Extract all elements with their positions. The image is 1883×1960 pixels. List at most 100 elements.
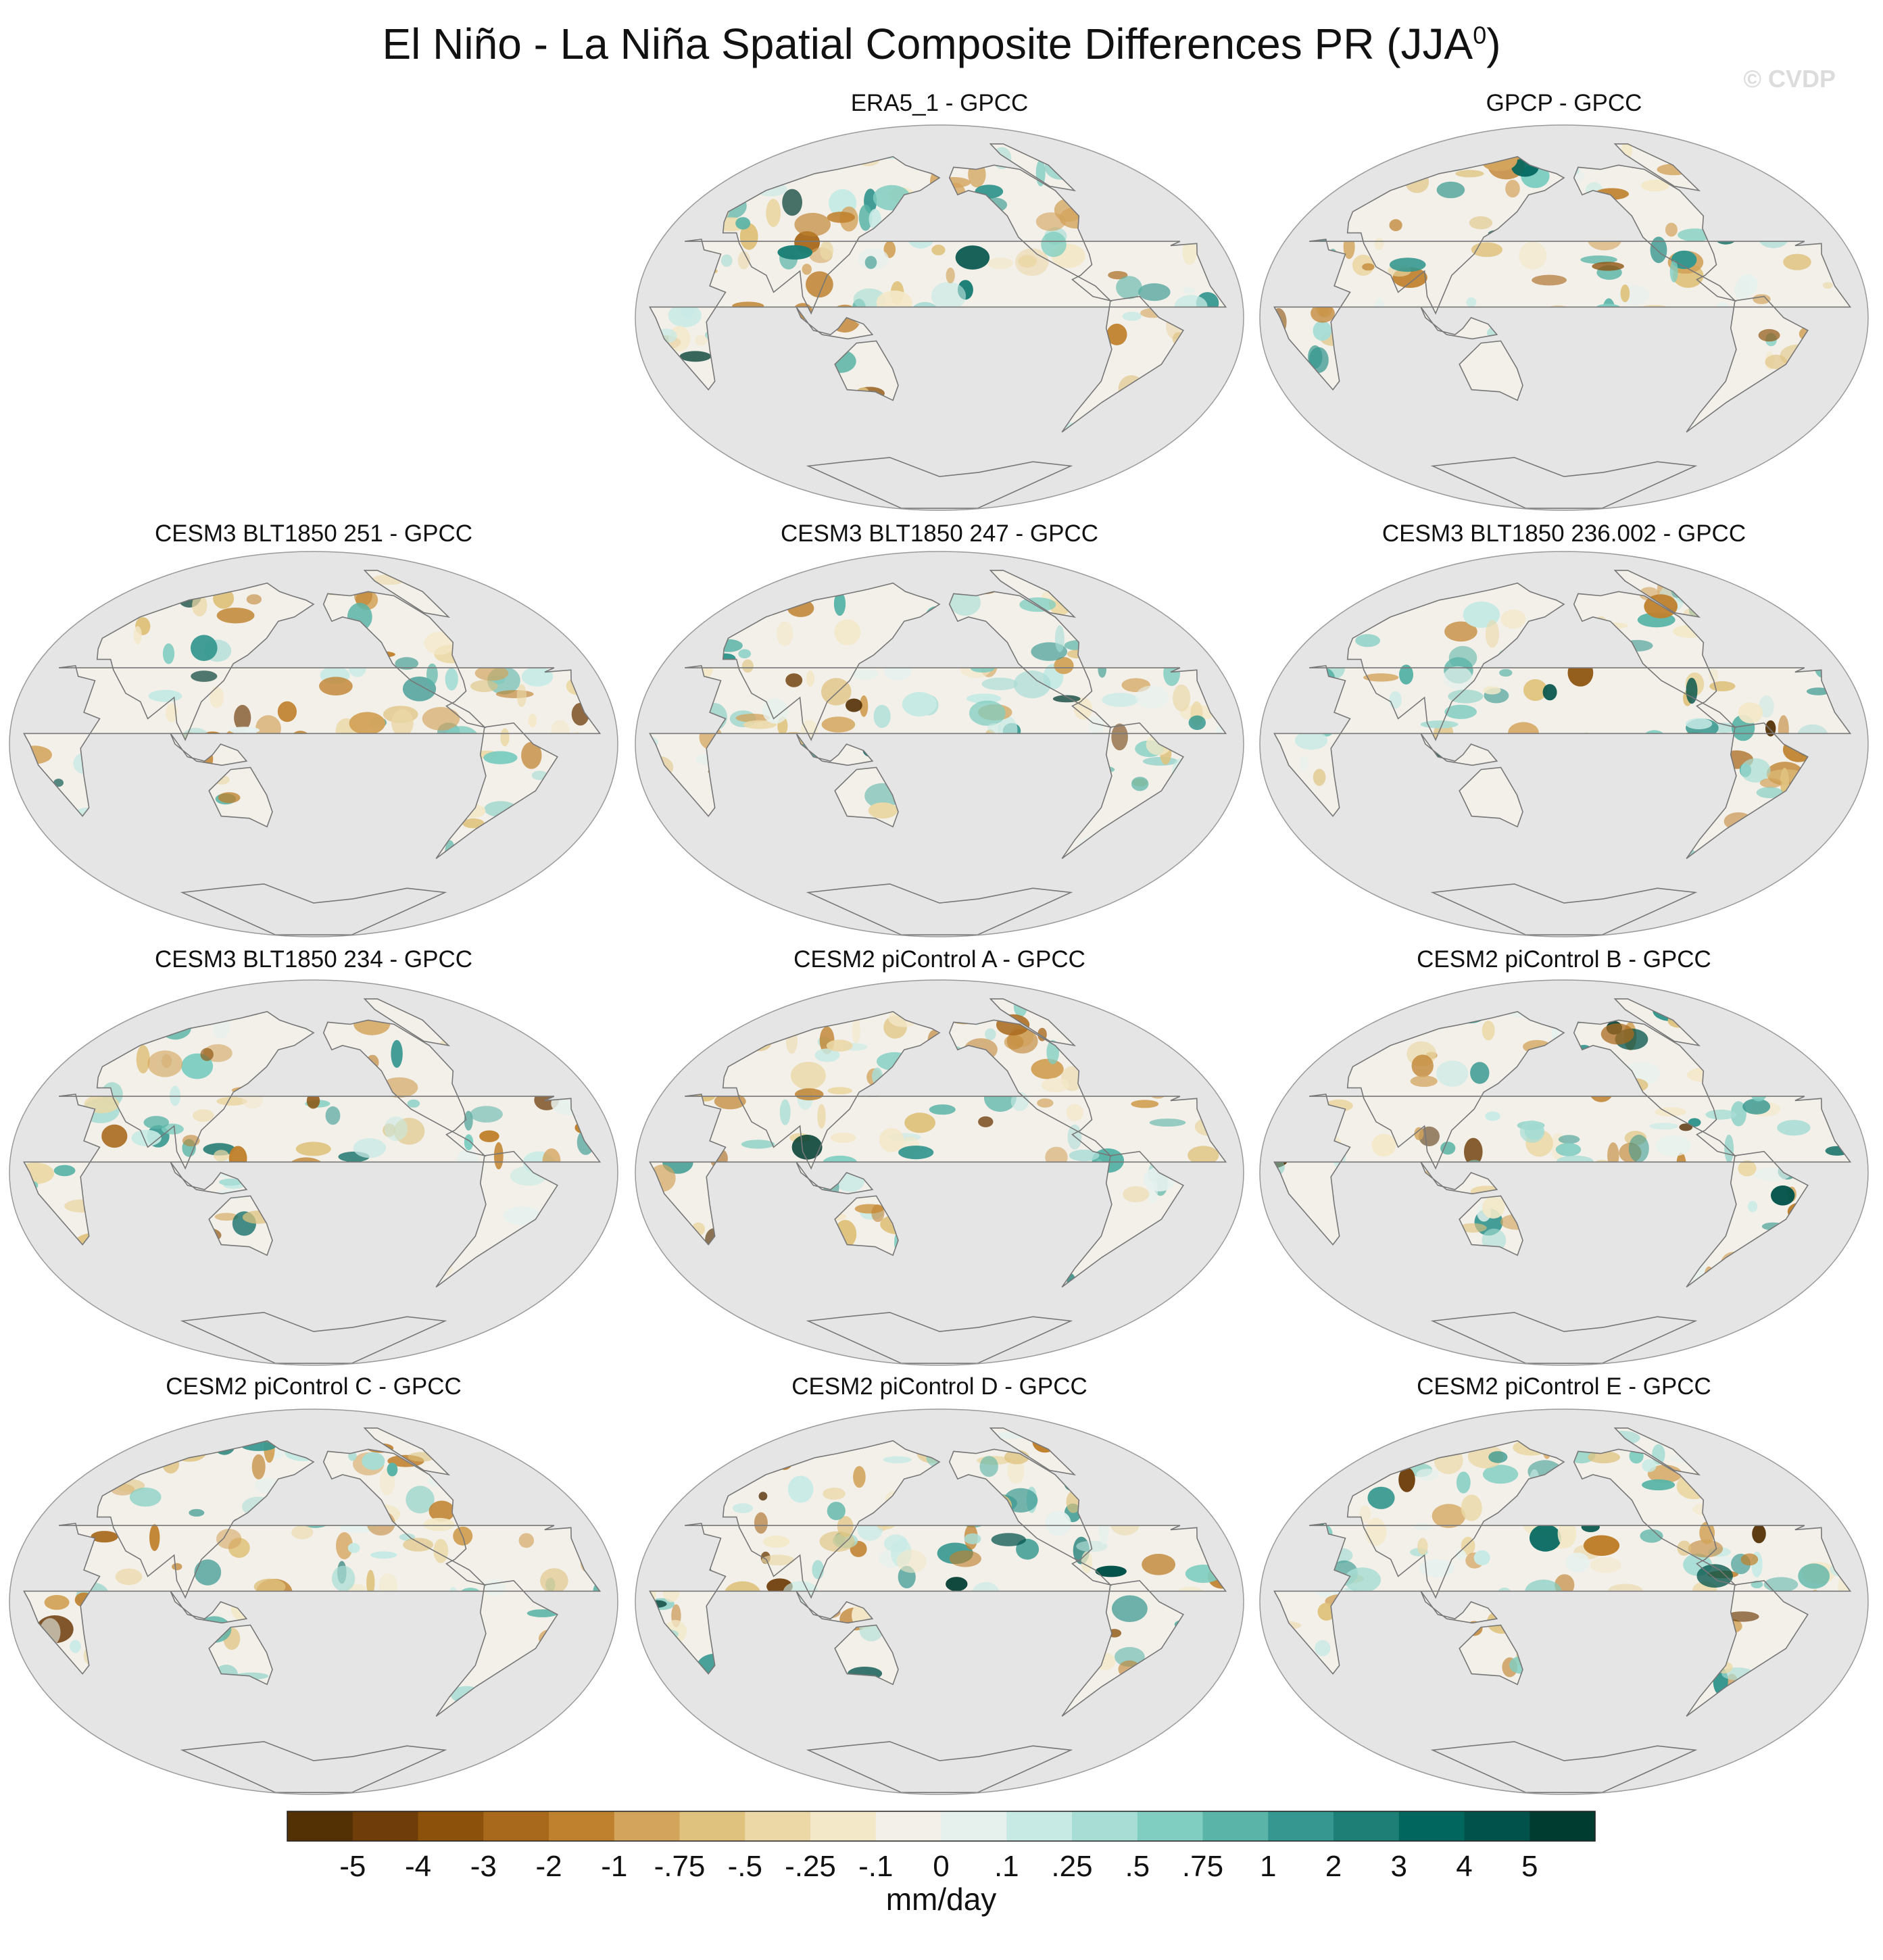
- colorbar-frame: [287, 1811, 1596, 1842]
- map-panel-11: [1259, 1408, 1869, 1795]
- coastline-africa: [1273, 1094, 1852, 1246]
- coastline-asia: [1346, 1440, 1565, 1599]
- coastline-samer: [1061, 1150, 1184, 1288]
- colorbar-tick-label: -1: [601, 1850, 627, 1883]
- coastline-antar: [806, 1741, 1073, 1793]
- colorbar-swatch: [810, 1811, 877, 1841]
- coastline-greenland: [363, 998, 451, 1047]
- coastline-indon: [170, 1161, 248, 1195]
- panel-title: CESM2 piControl A - GPCC: [793, 946, 1085, 973]
- map-border: [9, 979, 618, 1366]
- panel-title: CESM2 piControl C - GPCC: [166, 1373, 462, 1400]
- coastline-indon: [796, 1161, 874, 1195]
- map-panel-10: [635, 1408, 1244, 1795]
- colorbar-tick-label: -.1: [858, 1850, 893, 1883]
- coastline-africa: [1273, 665, 1852, 817]
- map-border: [1259, 551, 1869, 937]
- colorbar-tick-label: .75: [1182, 1850, 1223, 1883]
- coastline-samer: [1686, 722, 1809, 859]
- coastline-samer: [1686, 1579, 1809, 1717]
- colorbar-swatch: [1202, 1811, 1269, 1841]
- map-panel-6: [9, 979, 618, 1366]
- coastline-africa: [649, 1094, 1227, 1246]
- coastline-samer: [1061, 722, 1184, 859]
- coastline-africa: [23, 665, 602, 817]
- colorbar-tick-label: -.5: [728, 1850, 762, 1883]
- colorbar-swatch: [483, 1811, 549, 1841]
- coastline-namer: [1573, 164, 1737, 302]
- coastline-antar: [806, 457, 1073, 509]
- colorbar-swatch: [352, 1811, 419, 1841]
- coastline-asia: [1346, 582, 1565, 741]
- coastline-samer: [435, 1150, 558, 1288]
- colorbar-swatch: [1137, 1811, 1204, 1841]
- panel-title: CESM2 piControl B - GPCC: [1417, 946, 1711, 973]
- coastline-samer: [1061, 295, 1184, 433]
- colorbar-tick-label: -.25: [785, 1850, 836, 1883]
- coastline-africa: [649, 239, 1227, 391]
- map-border: [635, 551, 1244, 937]
- coastline-africa: [23, 1094, 602, 1246]
- coastline-asia: [722, 582, 941, 741]
- coastline-namer: [948, 164, 1112, 302]
- map-border: [1259, 979, 1869, 1366]
- panel-title: CESM3 BLT1850 247 - GPCC: [780, 520, 1099, 547]
- coastline-aus: [1459, 1624, 1523, 1686]
- colorbar-swatch: [1398, 1811, 1465, 1841]
- coastline-africa: [649, 1523, 1227, 1675]
- coastline-antar: [180, 1741, 447, 1793]
- colorbar-tick-label: -2: [535, 1850, 562, 1883]
- coastline-indon: [796, 733, 874, 766]
- coastline-aus: [1459, 340, 1523, 401]
- panel-title: CESM2 piControl E - GPCC: [1417, 1373, 1711, 1400]
- coastline-asia: [96, 1440, 315, 1599]
- colorbar-tick-label: -4: [405, 1850, 431, 1883]
- colorbar-tick-label: 2: [1325, 1850, 1342, 1883]
- colorbar-swatch: [1006, 1811, 1073, 1841]
- coastline-namer: [1573, 1448, 1737, 1586]
- colorbar-swatch: [745, 1811, 811, 1841]
- coastline-greenland: [1613, 1427, 1701, 1476]
- colorbar-tick-label: -3: [470, 1850, 497, 1883]
- coastline-aus: [834, 1624, 899, 1686]
- figure-title: El Niño - La Niña Spatial Composite Diff…: [0, 19, 1883, 69]
- coastline-samer: [1061, 1579, 1184, 1717]
- coastline-aus: [834, 340, 899, 401]
- map-border: [9, 1408, 618, 1795]
- map-panel-1: [635, 124, 1244, 511]
- coastline-antar: [180, 1312, 447, 1364]
- colorbar-tick-label: .25: [1051, 1850, 1092, 1883]
- coastline-aus: [1459, 766, 1523, 828]
- map-border: [9, 551, 618, 937]
- colorbar-swatch: [549, 1811, 615, 1841]
- colorbar-swatch: [875, 1811, 942, 1841]
- coastline-asia: [1346, 1010, 1565, 1170]
- colorbar-swatch: [941, 1811, 1007, 1841]
- coastline-namer: [948, 1019, 1112, 1157]
- coastline-namer: [322, 1019, 487, 1157]
- coastline-greenland: [1613, 143, 1701, 192]
- coastline-antar: [806, 883, 1073, 935]
- coastline-aus: [208, 766, 273, 828]
- colorbar-swatch: [1530, 1811, 1596, 1841]
- coastline-greenland: [989, 1427, 1077, 1476]
- coastline-asia: [722, 1010, 941, 1170]
- coastline-samer: [1686, 295, 1809, 433]
- colorbar-swatch: [287, 1811, 353, 1841]
- colorbar-tick-label: .5: [1125, 1850, 1150, 1883]
- colorbar-swatch: [418, 1811, 484, 1841]
- colorbar-tick-label: .1: [994, 1850, 1019, 1883]
- colorbar-tick-label: 5: [1521, 1850, 1538, 1883]
- coastline-africa: [649, 665, 1227, 817]
- map-panel-2: [1259, 124, 1869, 511]
- map-panel-8: [1259, 979, 1869, 1366]
- panel-title: CESM3 BLT1850 236.002 - GPCC: [1381, 520, 1746, 547]
- coastline-asia: [722, 155, 941, 315]
- coastline-greenland: [363, 1427, 451, 1476]
- colorbar-tick-label: 3: [1391, 1850, 1407, 1883]
- map-panel-5: [1259, 551, 1869, 937]
- coastline-greenland: [1613, 570, 1701, 618]
- coastline-indon: [1420, 1590, 1498, 1624]
- panel-title: CESM2 piControl D - GPCC: [791, 1373, 1087, 1400]
